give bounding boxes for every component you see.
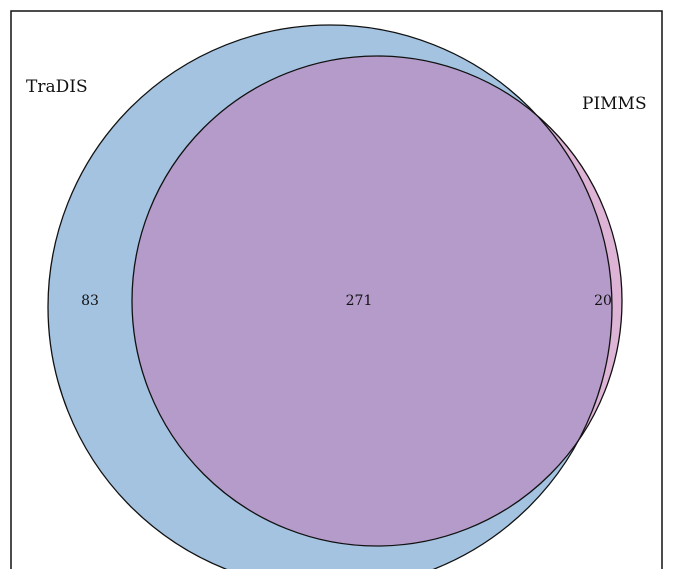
intersection-region [132,56,612,546]
frame-border [10,10,663,569]
tradis-only-count: 83 [81,293,99,309]
intersection-count: 271 [346,293,373,309]
pimms-label: PIMMS [582,94,647,114]
pimms-only-count: 20 [594,293,612,309]
pimms-outline [131,55,623,547]
tradis-label: TraDIS [26,77,88,97]
tradis-outline [47,24,613,569]
